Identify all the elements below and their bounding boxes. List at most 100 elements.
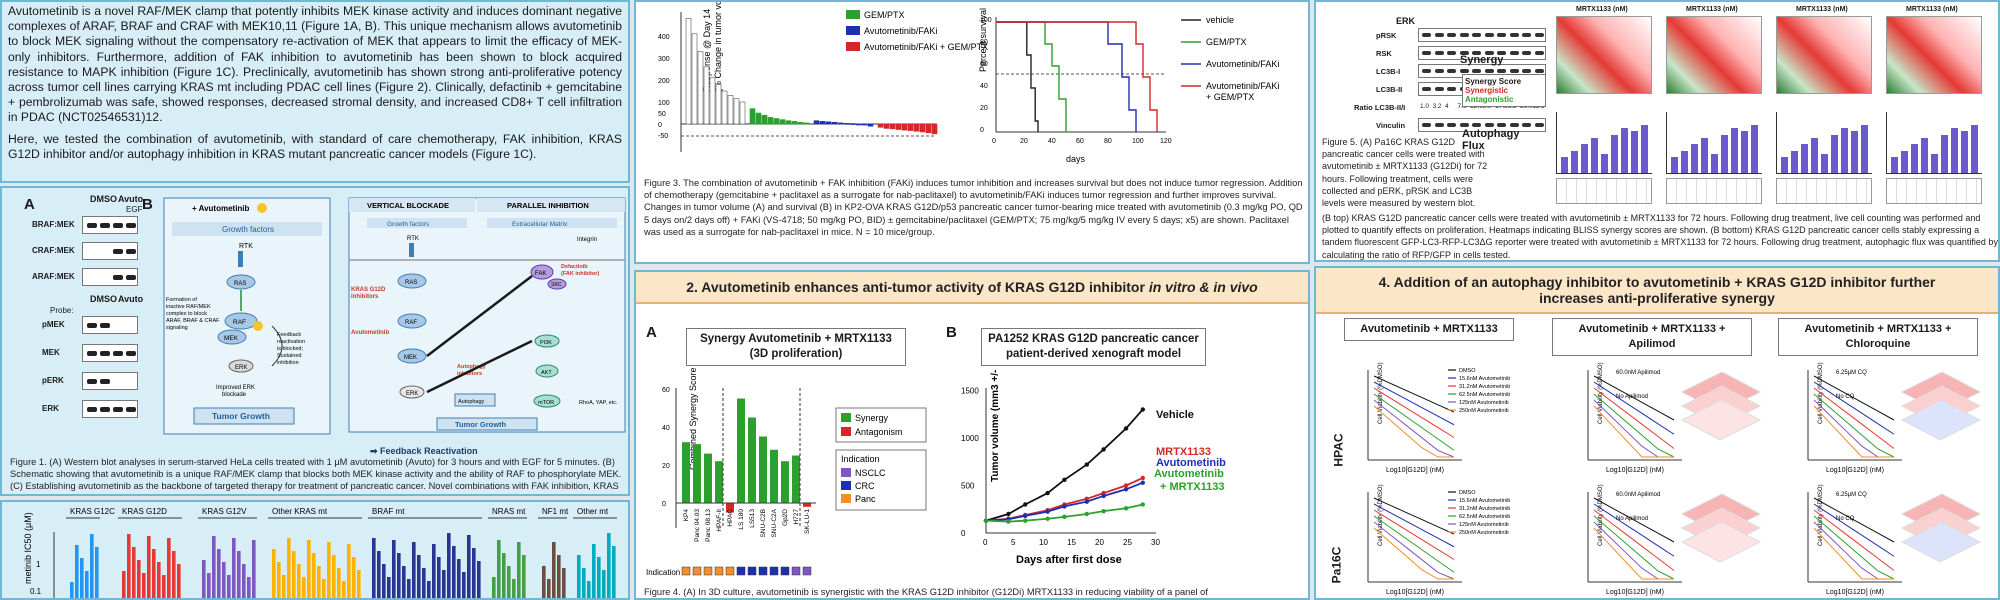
flux-bar-chart <box>1776 112 1872 174</box>
fig3-response-bar <box>761 114 768 125</box>
fig3-bar-legend: GEM/PTX Avutometinib/FAKi Avutometinib/FAK… <box>846 10 988 52</box>
flux-bar <box>1861 125 1868 173</box>
flux-bar <box>1751 125 1758 173</box>
blot-label-crafmek: CRAF:MEK <box>32 246 75 255</box>
fig5-caption-bottom: (B top) KRAS G12D pancreatic cancer cell… <box>1322 213 1998 260</box>
viability-curve <box>1593 503 1675 557</box>
src-node <box>547 278 567 290</box>
plot-top-label: 60.0nM Apilimod <box>1616 492 1660 498</box>
blot-band <box>87 223 97 228</box>
fig5-blot-band <box>1497 33 1506 37</box>
synergy-bar <box>737 398 745 503</box>
fig5-blot-band <box>1497 51 1506 55</box>
fig3-response-bar <box>721 90 728 125</box>
fig2-ic50-bar <box>387 577 391 598</box>
fig3-surv-xtick: 20 <box>1020 138 1028 145</box>
sec2-charts: Combined Synergy Score KP4 Panc 04.03 Panc… <box>646 368 1226 577</box>
schematic-c-tumor: Tumor Growth <box>455 420 507 429</box>
plot-legend-label: 15.6nM Avutometinib <box>1459 376 1510 382</box>
flux-bar <box>1841 128 1848 173</box>
viability-curve <box>1593 515 1675 580</box>
fig2-ic50-bar <box>247 577 251 598</box>
fig3-surv-legend-label: vehicle <box>1206 15 1234 25</box>
fig5-blot-band <box>1522 51 1531 55</box>
fig3-response-bar <box>867 123 874 127</box>
fig5-blot-band <box>1434 69 1444 73</box>
pdx-point <box>1123 506 1129 511</box>
fig2-ic50-bar <box>372 538 376 598</box>
tumor-growth-box-c <box>436 417 538 431</box>
fig5-blot-band <box>1422 33 1431 37</box>
fig2-ic50-bar <box>217 549 221 598</box>
synergy-cell-label: H727 <box>793 509 800 525</box>
flux-dose-table <box>1666 178 1762 204</box>
flux-bar <box>1971 125 1978 173</box>
fig2-ic50-bar <box>127 534 131 598</box>
flux-bar <box>1831 134 1838 173</box>
plot-xlabel: Log10[G12D] (nM) <box>1826 589 1884 596</box>
pdx-series-label: Avutometinib <box>1154 468 1224 480</box>
fig2-tick-01: 0.1 <box>30 587 42 596</box>
fig5-blot-band <box>1447 69 1456 73</box>
fig2-ic50-bar <box>137 560 141 598</box>
blot-band <box>87 323 97 328</box>
indication-legend-swatch <box>841 494 851 503</box>
fig3-response-bar <box>709 77 716 125</box>
fig5-blot-band <box>1497 123 1506 127</box>
fig2-ic50-bar <box>437 557 441 598</box>
fig5-antagonistic: Antagonistic <box>1465 95 1514 104</box>
pdx-xtick: 30 <box>1151 538 1160 547</box>
fig2-ic50-bar <box>312 553 316 598</box>
synergy-bar <box>715 461 723 503</box>
fig2-ic50-bar <box>382 564 386 598</box>
fig2-ic50-bar <box>307 540 311 598</box>
dose-response-plot: Cell Viability (%DMSO)Log10[G12D] (nM)6.… <box>1807 362 1982 474</box>
fig2-ic50-bar <box>327 542 331 598</box>
fig3-ytick: 300 <box>658 56 670 63</box>
pdx-point <box>1062 514 1067 520</box>
synergy-legend-label: Synergy <box>855 413 889 423</box>
fig3-response-bar <box>715 84 722 125</box>
pdx-xtick: 25 <box>1123 538 1132 547</box>
fig2-group-label: NRAS mt <box>492 507 526 516</box>
viability-curve <box>1373 497 1455 535</box>
plot-legend-label: 250nM Avutometinib <box>1459 530 1509 536</box>
pdx-ytick: 1000 <box>961 434 979 443</box>
fig2-ic50-bar <box>147 536 151 598</box>
fig3-legend-swatch <box>846 26 860 35</box>
viability-curve <box>1813 515 1895 580</box>
fig2-ic50-bar <box>142 573 146 598</box>
indication-legend-swatch <box>841 468 851 477</box>
ras-c-node <box>397 273 427 289</box>
fig2-ic50-bar <box>132 547 136 598</box>
flux-bar <box>1741 131 1748 173</box>
fig2-ic50-bar <box>422 568 426 598</box>
sec2-box-a: Synergy Avutometinib + MRTX1133 (3D prol… <box>686 328 906 366</box>
fig3-surv-xtick: 40 <box>1048 138 1056 145</box>
fig3-surv-ytick: 0 <box>980 127 984 134</box>
blot-band <box>87 351 97 356</box>
heatmap-title: MRTX1133 (nM) <box>1906 6 1958 13</box>
fig3-legend-label: GEM/PTX <box>864 10 905 20</box>
synergy-bar <box>693 444 701 503</box>
schematic-b-title: + Avutometinib <box>192 204 250 213</box>
fig1-avuto-header-2: Avuto <box>118 294 144 304</box>
blot-band <box>113 351 123 356</box>
synergy-legend-swatch <box>841 413 851 422</box>
pdx-xtick: 20 <box>1095 538 1104 547</box>
sec2-a-ylabel: Combined Synergy Score <box>688 368 698 470</box>
growth-factors-c-bar <box>367 218 467 228</box>
synergy-cell-label: SK-LU-1 <box>804 509 811 534</box>
fig2-ic50-bar <box>502 553 506 598</box>
heatmap-title: MRTX1133 (nM) <box>1576 6 1628 13</box>
fig3-response-bar <box>877 123 884 128</box>
fig2-ic50-bar <box>277 562 281 598</box>
fig5-blot-band <box>1422 123 1431 127</box>
feedback-legend: ➡ Feedback Reactivation <box>370 446 478 456</box>
fig2-ic50-chart: metinib IC50 (μM) 1 0.1 KRAS G12C KRAS G1… <box>23 507 617 598</box>
fig2-ic50-bar <box>252 540 256 598</box>
fig3-response-bar <box>797 121 804 125</box>
indication-legend-label: NSCLC <box>855 468 886 478</box>
parallel-header-bg <box>477 198 625 212</box>
synergy-bars: KP4 Panc 04.03 Panc 08.13 HPAF-II HPAC LS 180… <box>662 387 816 542</box>
